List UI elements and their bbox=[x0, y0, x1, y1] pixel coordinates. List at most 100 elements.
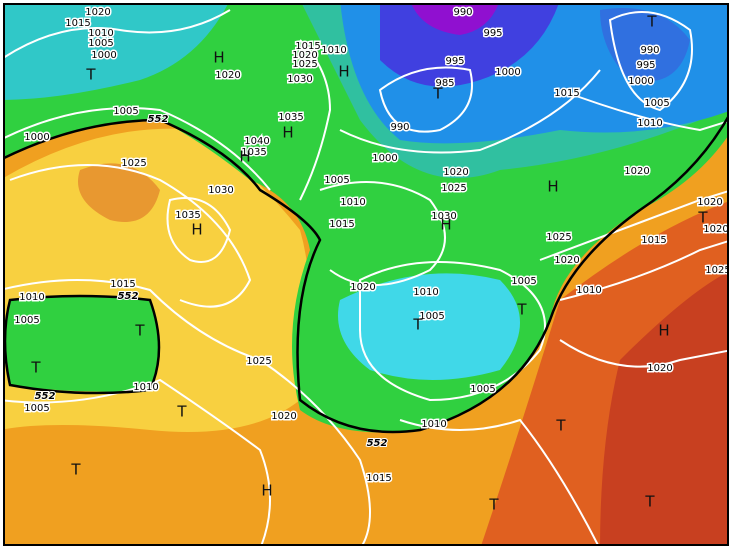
isobar bbox=[559, 240, 728, 301]
map-labels: 1020101510101005100010051000102510351015… bbox=[13, 6, 730, 514]
isobar-label: 1020 bbox=[554, 255, 579, 266]
isobar-label: 1010 bbox=[421, 419, 446, 430]
map-frame bbox=[3, 3, 729, 546]
thickness-label: 552 bbox=[148, 114, 169, 125]
pressure-center: T bbox=[70, 461, 81, 479]
contour-552 bbox=[4, 114, 728, 434]
pressure-center: H bbox=[658, 322, 669, 340]
isobar-label: 1000 bbox=[91, 50, 116, 61]
isobar-label: 1015 bbox=[295, 41, 320, 52]
pressure-center: T bbox=[134, 322, 145, 340]
thickness-label: 552 bbox=[118, 291, 139, 302]
isobar-label: 1035 bbox=[175, 210, 200, 221]
field-cyan-nw bbox=[4, 4, 228, 100]
isobar-label: 1010 bbox=[576, 285, 601, 296]
isobar-label: 1030 bbox=[431, 211, 456, 222]
field-blue-ne bbox=[600, 8, 690, 82]
isobar-label: 1010 bbox=[133, 382, 158, 393]
isobar bbox=[4, 9, 231, 59]
isobar-label: 1020 bbox=[624, 166, 649, 177]
field-indigo bbox=[380, 4, 559, 87]
pressure-center: T bbox=[412, 316, 423, 334]
isobar bbox=[608, 11, 693, 112]
isobar-label: 995 bbox=[445, 56, 464, 67]
isobar-label: 1010 bbox=[637, 118, 662, 129]
isobar-label: 1015 bbox=[329, 219, 354, 230]
isobar-label: 1025 bbox=[121, 158, 146, 169]
isobar bbox=[4, 279, 371, 545]
pressure-center: T bbox=[488, 496, 499, 514]
contour-552 bbox=[4, 294, 161, 395]
pressure-center: T bbox=[176, 403, 187, 421]
isobar-label: 1020 bbox=[215, 70, 240, 81]
isobar-label: 1005 bbox=[470, 384, 495, 395]
isobar-label: 1025 bbox=[441, 183, 466, 194]
field-orange-west bbox=[78, 163, 160, 222]
isobar bbox=[319, 181, 446, 286]
isobar-label: 1005 bbox=[419, 311, 444, 322]
isobar bbox=[299, 39, 332, 201]
isobar-label: 1020 bbox=[271, 411, 296, 422]
pressure-center: H bbox=[261, 482, 272, 500]
isobar-label: 1010 bbox=[340, 197, 365, 208]
isobar-label: 1025 bbox=[292, 59, 317, 70]
isobar-label: 1020 bbox=[350, 282, 375, 293]
isobar-label: 985 bbox=[435, 78, 454, 89]
isobar-label: 1005 bbox=[88, 38, 113, 49]
pressure-center: T bbox=[516, 301, 527, 319]
isobar-label: 1005 bbox=[644, 98, 669, 109]
pressure-center: T bbox=[432, 85, 443, 103]
isobar bbox=[539, 190, 728, 261]
isobar-label: 1035 bbox=[278, 112, 303, 123]
isobar-label: 1000 bbox=[495, 67, 520, 78]
isobar-label: 1000 bbox=[628, 76, 653, 87]
isobar-label: 1025 bbox=[246, 356, 271, 367]
isobar bbox=[559, 339, 728, 368]
pressure-center: H bbox=[239, 148, 250, 166]
isobar-label: 1015 bbox=[554, 88, 579, 99]
isobar-label: 1005 bbox=[511, 276, 536, 287]
isobar-label: 1025 bbox=[705, 265, 730, 276]
isobar-label: 1010 bbox=[88, 28, 113, 39]
isobar bbox=[166, 197, 232, 263]
isobar-label: 1035 bbox=[241, 147, 266, 158]
pressure-center: T bbox=[646, 13, 657, 31]
isobar-label: 1005 bbox=[24, 403, 49, 414]
field-violet bbox=[411, 4, 499, 35]
pressure-center: H bbox=[213, 49, 224, 67]
pressure-center: T bbox=[644, 493, 655, 511]
field-cyan bbox=[338, 273, 520, 380]
isobar-label: 995 bbox=[483, 28, 502, 39]
isobar-label: 1015 bbox=[65, 18, 90, 29]
thickness-label: 552 bbox=[367, 438, 388, 449]
isobar-label: 1015 bbox=[110, 279, 135, 290]
pressure-center: H bbox=[191, 221, 202, 239]
isobar-label: 1010 bbox=[413, 287, 438, 298]
isobar-label: 995 bbox=[636, 60, 655, 71]
isobar-label: 990 bbox=[390, 122, 409, 133]
isobar-label: 1040 bbox=[244, 136, 269, 147]
isobar bbox=[4, 378, 271, 545]
isobar-label: 1015 bbox=[366, 473, 391, 484]
isobar-label: 1015 bbox=[641, 235, 666, 246]
field-green-low bbox=[5, 295, 160, 392]
pressure-center: T bbox=[697, 209, 708, 227]
pressure-center: H bbox=[547, 178, 558, 196]
isobar-label: 990 bbox=[453, 7, 472, 18]
isobar bbox=[559, 89, 728, 132]
isobar bbox=[378, 66, 473, 133]
isobar-label: 1020 bbox=[703, 224, 728, 235]
pressure-center: H bbox=[440, 216, 451, 234]
isobar-label: 990 bbox=[640, 45, 659, 56]
pressure-center: H bbox=[338, 63, 349, 81]
isobar-label: 1010 bbox=[321, 45, 346, 56]
isobar-label: 1005 bbox=[113, 106, 138, 117]
isobar-label: 1005 bbox=[324, 175, 349, 186]
isobar-label: 1020 bbox=[443, 167, 468, 178]
isobars bbox=[4, 9, 728, 545]
thickness-552 bbox=[4, 114, 728, 434]
isobar-label: 1020 bbox=[647, 363, 672, 374]
isobar-label: 1020 bbox=[292, 50, 317, 61]
